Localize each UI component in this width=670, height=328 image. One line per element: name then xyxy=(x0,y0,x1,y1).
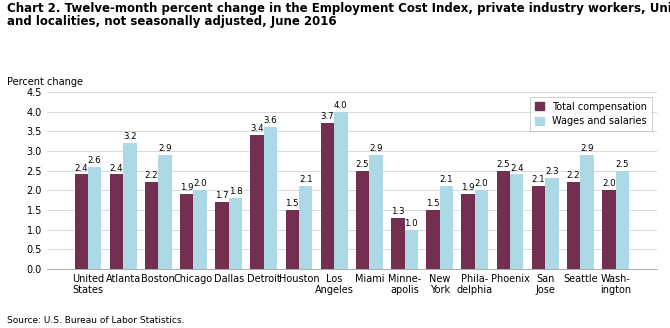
Text: and localities, not seasonally adjusted, June 2016: and localities, not seasonally adjusted,… xyxy=(7,15,336,28)
Text: 3.6: 3.6 xyxy=(264,116,277,125)
Text: 4.0: 4.0 xyxy=(334,101,348,110)
Bar xyxy=(321,123,334,269)
Text: 1.9: 1.9 xyxy=(462,183,475,192)
Bar xyxy=(391,218,405,269)
Bar xyxy=(616,171,629,269)
Bar xyxy=(110,174,123,269)
Bar xyxy=(88,167,101,269)
Text: 3.7: 3.7 xyxy=(321,113,334,121)
Bar xyxy=(228,198,242,269)
Text: 2.9: 2.9 xyxy=(369,144,383,153)
Bar xyxy=(602,190,616,269)
Bar xyxy=(545,178,559,269)
Text: 3.2: 3.2 xyxy=(123,132,137,141)
Text: 3.4: 3.4 xyxy=(251,124,264,133)
Text: 2.1: 2.1 xyxy=(532,175,545,184)
Bar xyxy=(532,186,545,269)
Text: 2.2: 2.2 xyxy=(567,172,580,180)
Text: Percent change: Percent change xyxy=(7,77,82,87)
Bar xyxy=(369,155,383,269)
Bar xyxy=(462,194,475,269)
Text: 2.0: 2.0 xyxy=(602,179,616,188)
Text: 2.1: 2.1 xyxy=(440,175,453,184)
Bar xyxy=(580,155,594,269)
Text: 2.5: 2.5 xyxy=(496,160,510,169)
Bar xyxy=(299,186,312,269)
Text: 2.6: 2.6 xyxy=(88,156,101,165)
Text: 1.3: 1.3 xyxy=(391,207,405,216)
Bar xyxy=(475,190,488,269)
Text: Chart 2. Twelve-month percent change in the Employment Cost Index, private indus: Chart 2. Twelve-month percent change in … xyxy=(7,2,670,15)
Text: 2.4: 2.4 xyxy=(510,164,523,173)
Text: 2.0: 2.0 xyxy=(475,179,488,188)
Bar xyxy=(496,171,510,269)
Bar xyxy=(356,171,369,269)
Text: 2.3: 2.3 xyxy=(545,168,559,176)
Text: 2.9: 2.9 xyxy=(580,144,594,153)
Text: 2.5: 2.5 xyxy=(356,160,369,169)
Bar xyxy=(74,174,88,269)
Legend: Total compensation, Wages and salaries: Total compensation, Wages and salaries xyxy=(531,97,652,131)
Text: 2.2: 2.2 xyxy=(145,172,158,180)
Text: 2.9: 2.9 xyxy=(158,144,172,153)
Text: 1.5: 1.5 xyxy=(426,199,440,208)
Bar xyxy=(158,155,172,269)
Text: 2.4: 2.4 xyxy=(74,164,88,173)
Text: 2.4: 2.4 xyxy=(110,164,123,173)
Text: 1.7: 1.7 xyxy=(215,191,228,200)
Text: Source: U.S. Bureau of Labor Statistics.: Source: U.S. Bureau of Labor Statistics. xyxy=(7,316,184,325)
Text: 2.0: 2.0 xyxy=(194,179,207,188)
Bar xyxy=(123,143,137,269)
Bar xyxy=(405,230,418,269)
Bar xyxy=(145,182,158,269)
Bar xyxy=(510,174,523,269)
Text: 1.5: 1.5 xyxy=(285,199,299,208)
Text: 2.1: 2.1 xyxy=(299,175,312,184)
Bar xyxy=(567,182,580,269)
Text: 1.0: 1.0 xyxy=(405,219,418,228)
Text: 2.5: 2.5 xyxy=(615,160,629,169)
Text: 1.8: 1.8 xyxy=(228,187,242,196)
Bar xyxy=(180,194,194,269)
Bar xyxy=(285,210,299,269)
Bar xyxy=(440,186,453,269)
Bar xyxy=(426,210,440,269)
Text: 1.9: 1.9 xyxy=(180,183,194,192)
Bar xyxy=(251,135,264,269)
Bar xyxy=(194,190,207,269)
Bar xyxy=(334,112,348,269)
Bar xyxy=(264,127,277,269)
Bar xyxy=(215,202,228,269)
